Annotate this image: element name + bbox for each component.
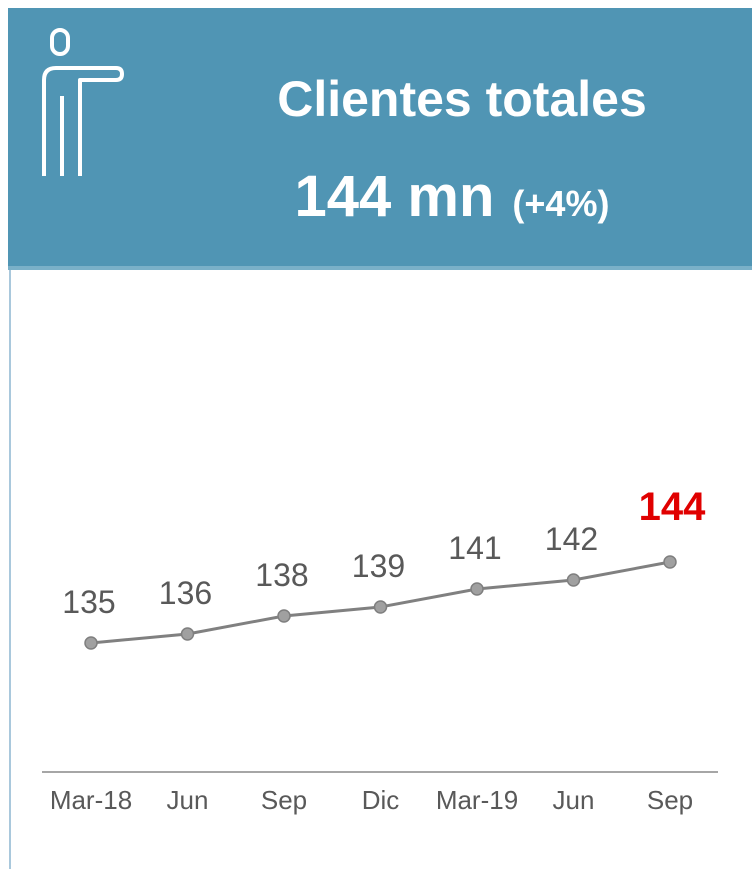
value-label: 138 xyxy=(255,557,308,593)
person-icon xyxy=(42,28,124,176)
value-label: 141 xyxy=(448,530,501,566)
point xyxy=(566,573,581,587)
point xyxy=(663,555,677,569)
value-label: 135 xyxy=(62,584,115,620)
point xyxy=(277,609,291,623)
headline-change: (+4%) xyxy=(512,183,609,224)
value-label: 144 xyxy=(639,485,706,529)
point xyxy=(470,582,484,596)
x-tick-label: Mar-19 xyxy=(436,785,518,815)
point xyxy=(180,627,195,641)
x-tick-label: Sep xyxy=(647,785,693,815)
point xyxy=(373,600,388,614)
value-label: 136 xyxy=(159,575,212,611)
x-tick-label: Sep xyxy=(261,785,307,815)
headline-value: 144 mn xyxy=(295,164,495,229)
title: Clientes totales xyxy=(277,71,647,127)
x-tick-label: Mar-18 xyxy=(50,785,132,815)
header-shadow xyxy=(8,266,752,270)
value-label: 139 xyxy=(352,548,405,584)
point xyxy=(84,636,98,650)
value-label: 142 xyxy=(545,521,598,557)
x-tick-label: Jun xyxy=(167,785,209,815)
x-tick-label: Dic xyxy=(362,785,400,815)
header-box xyxy=(8,8,752,270)
x-tick-label: Jun xyxy=(553,785,595,815)
headline: 144 mn (+4%) xyxy=(295,164,610,229)
